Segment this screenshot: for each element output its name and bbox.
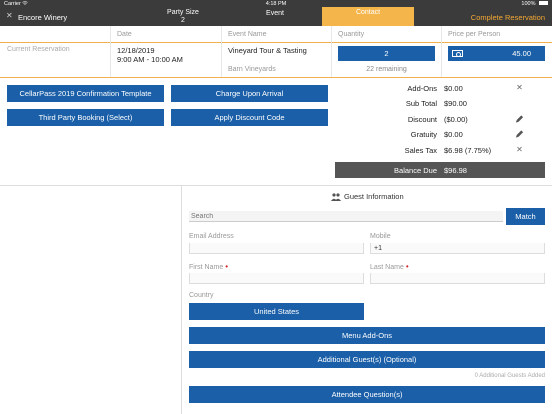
confirmation-template-button[interactable]: CellarPass 2019 Confirmation Template (7, 85, 164, 102)
balance-due-bar: Balance Due $96.98 (335, 162, 545, 178)
header-event-name: Event Name (228, 31, 267, 38)
party-size-value: 2 (181, 17, 185, 24)
tab-party-size[interactable]: Party Size 2 (150, 9, 216, 25)
additional-guests-count: 0 Additional Guests Added (474, 373, 545, 379)
match-button[interactable]: Match (506, 208, 545, 225)
reservation-date: 12/18/2019 9:00 AM - 10:00 AM (117, 46, 183, 64)
battery-icon (539, 1, 548, 6)
cash-icon (452, 50, 463, 57)
column-divider (441, 26, 442, 78)
event-location: Barn Vineyards (228, 66, 276, 73)
subtotal-value: $90.00 (444, 99, 467, 108)
reservation-table-header: Date Event Name Quantity Price per Perso… (0, 26, 552, 43)
column-divider (331, 26, 332, 78)
apply-discount-button[interactable]: Apply Discount Code (171, 109, 328, 126)
gratuity-value: $0.00 (444, 130, 463, 139)
gratuity-row: Gratuity $0.00 (335, 128, 545, 141)
close-icon[interactable]: ✕ (516, 144, 523, 154)
nav-bar: ✕ Encore Winery Party Size 2 Event Conta… (0, 7, 552, 26)
date-value: 12/18/2019 (117, 46, 155, 55)
pencil-icon[interactable] (515, 114, 524, 124)
complete-reservation-button[interactable]: Complete Reservation (470, 12, 545, 22)
remaining-count: 22 remaining (366, 66, 407, 73)
header-date: Date (117, 31, 132, 38)
discount-label: Discount (407, 115, 437, 124)
status-bar: Carrier 4:18 PM 100% (0, 0, 552, 7)
nav-title: Encore Winery (18, 12, 68, 22)
close-icon[interactable]: ✕ (6, 11, 13, 20)
first-name-label-text: First Name (189, 264, 224, 271)
third-party-booking-button[interactable]: Third Party Booking (Select) (7, 109, 164, 126)
search-input[interactable] (189, 211, 503, 222)
last-name-label-text: Last Name (370, 264, 404, 271)
subtotal-label: Sub Total (405, 99, 437, 108)
quantity-selector[interactable]: 2 (338, 46, 435, 61)
current-reservation-label: Current Reservation (7, 46, 70, 53)
header-price: Price per Person (448, 31, 501, 38)
wifi-icon (22, 1, 29, 5)
reservation-row: Current Reservation 12/18/2019 9:00 AM -… (0, 43, 552, 78)
party-size-label: Party Size (167, 9, 199, 16)
mobile-label: Mobile (370, 233, 391, 240)
addons-value: $0.00 (444, 84, 463, 93)
carrier-label: Carrier (4, 0, 29, 7)
sales-tax-value: $6.98 (7.75%) (444, 146, 492, 155)
battery-indicator: 100% (521, 1, 548, 7)
email-field[interactable] (189, 243, 364, 254)
first-name-label: First Name • (189, 262, 228, 271)
price-per-person-field[interactable]: 45.00 (448, 46, 545, 61)
gratuity-label: Gratuity (410, 130, 437, 139)
sales-tax-row: Sales Tax $6.98 (7.75%) ✕ (335, 144, 545, 157)
section-divider (0, 185, 552, 186)
event-name: Vineyard Tour & Tasting (228, 46, 307, 55)
price-value: 45.00 (512, 49, 531, 58)
country-label: Country (189, 292, 214, 299)
balance-due-label: Balance Due (394, 166, 437, 175)
carrier-text: Carrier (4, 0, 21, 7)
last-name-label: Last Name • (370, 262, 409, 271)
section-divider (181, 185, 182, 414)
status-time: 4:18 PM (265, 0, 287, 7)
mobile-field[interactable] (370, 243, 545, 254)
required-indicator: • (225, 262, 228, 271)
required-indicator: • (405, 262, 409, 271)
addons-label: Add-Ons (407, 84, 437, 93)
column-divider (221, 26, 222, 78)
sales-tax-label: Sales Tax (404, 146, 437, 155)
battery-percent: 100% (521, 0, 536, 7)
close-icon[interactable]: ✕ (516, 82, 523, 92)
first-name-field[interactable] (189, 273, 364, 284)
column-divider (110, 26, 111, 78)
pencil-icon[interactable] (515, 129, 524, 139)
last-name-field[interactable] (370, 273, 545, 284)
tab-contact[interactable]: Contact (322, 7, 414, 26)
menu-addons-button[interactable]: Menu Add-Ons (189, 327, 545, 344)
balance-due-value: $96.98 (444, 166, 467, 175)
additional-guests-button[interactable]: Additional Guest(s) (Optional) (189, 351, 545, 368)
header-quantity: Quantity (338, 31, 365, 38)
discount-value: ($0.00) (444, 115, 468, 124)
addons-row: Add-Ons $0.00 ✕ (335, 82, 545, 95)
guest-information-title: Guest Information (344, 192, 404, 201)
tab-event[interactable]: Event (266, 10, 284, 17)
attendee-questions-button[interactable]: Attendee Question(s) (189, 386, 545, 403)
users-icon (331, 193, 341, 201)
email-label: Email Address (189, 233, 234, 240)
charge-upon-arrival-button[interactable]: Charge Upon Arrival (171, 85, 328, 102)
country-select[interactable]: United States (189, 303, 364, 320)
time-value: 9:00 AM - 10:00 AM (117, 55, 183, 64)
discount-row: Discount ($0.00) (335, 113, 545, 126)
subtotal-row: Sub Total $90.00 (335, 97, 545, 110)
